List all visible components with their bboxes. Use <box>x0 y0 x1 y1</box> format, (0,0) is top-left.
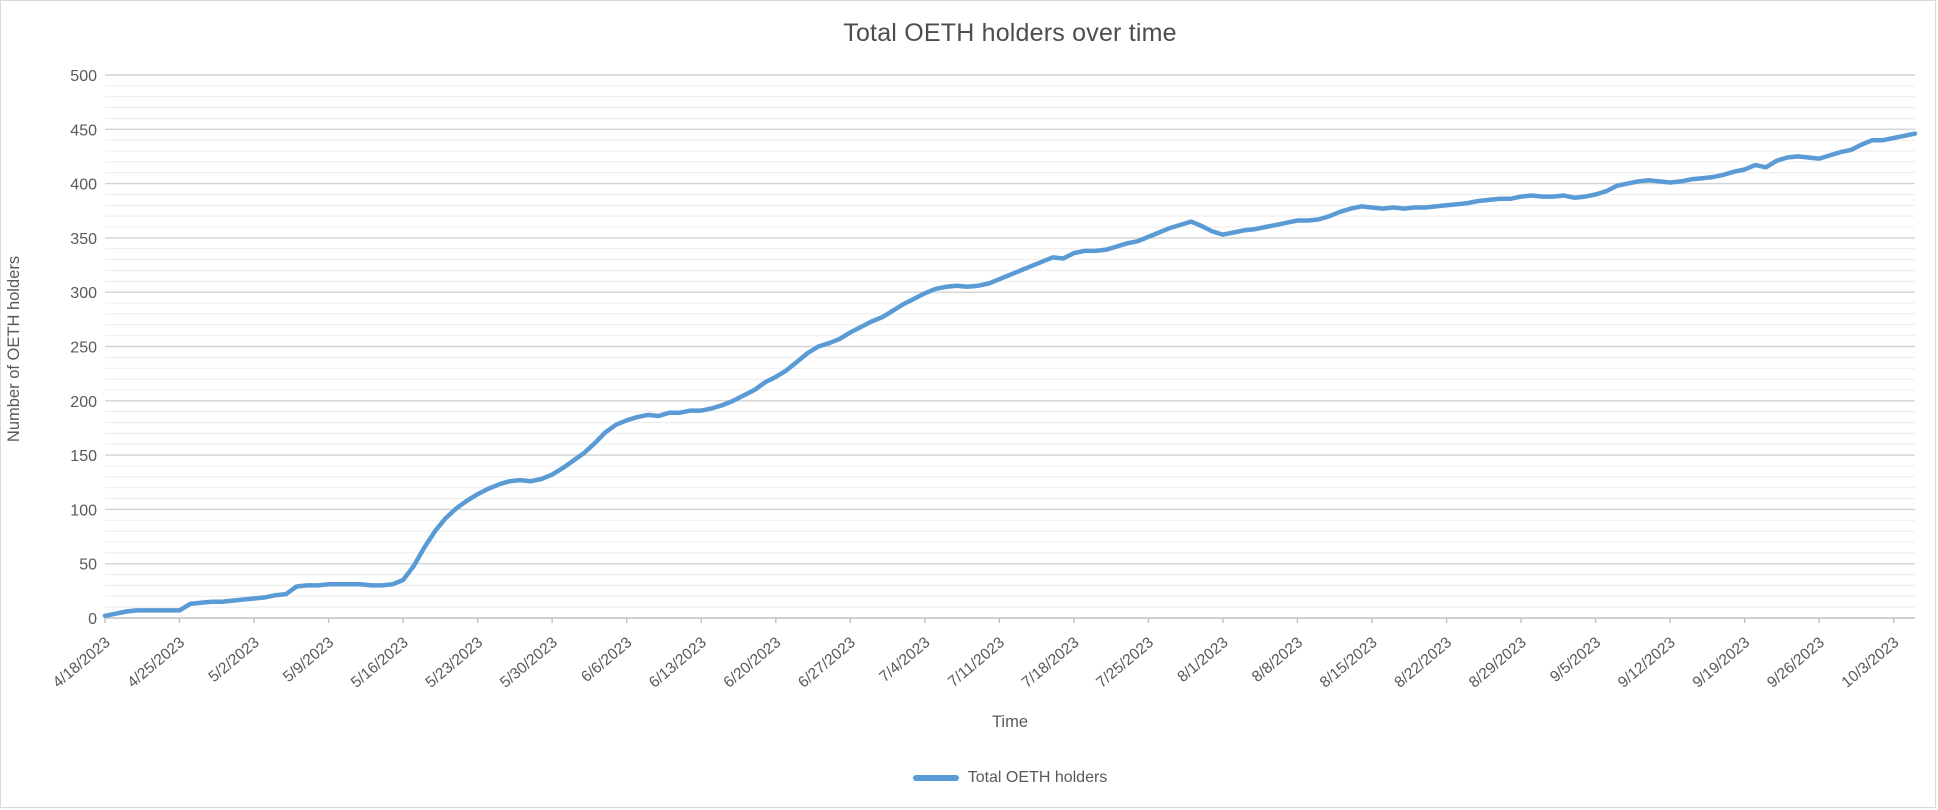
y-tick-label: 100 <box>70 502 97 519</box>
y-tick-label: 350 <box>70 231 97 248</box>
x-tick-label: 9/26/2023 <box>1764 634 1828 691</box>
x-tick-label: 8/22/2023 <box>1391 634 1455 691</box>
x-tick-label: 8/29/2023 <box>1466 634 1530 691</box>
y-tick-label: 50 <box>79 557 97 574</box>
y-tick-label: 300 <box>70 285 97 302</box>
y-tick-label: 400 <box>70 177 97 194</box>
x-tick-label: 9/5/2023 <box>1547 634 1604 686</box>
y-axis-title: Number of OETH holders <box>5 255 23 443</box>
x-tick-label: 5/16/2023 <box>348 634 412 691</box>
x-tick-label: 5/23/2023 <box>422 634 486 691</box>
x-tick-label: 7/11/2023 <box>945 634 1008 691</box>
chart-title: Total OETH holders over time <box>843 19 1177 47</box>
y-tick-label: 200 <box>70 394 97 411</box>
x-tick-label: 8/1/2023 <box>1174 634 1231 686</box>
x-tick-label: 7/25/2023 <box>1093 634 1157 691</box>
legend: Total OETH holders <box>105 769 1915 787</box>
y-tick-label: 250 <box>70 340 97 357</box>
x-tick-label: 9/19/2023 <box>1689 634 1753 691</box>
x-tick-label: 6/13/2023 <box>646 634 710 691</box>
x-tick-label: 9/12/2023 <box>1615 634 1679 691</box>
legend-label[interactable]: Total OETH holders <box>967 769 1108 786</box>
x-tick-label: 10/3/2023 <box>1839 634 1903 691</box>
x-tick-label: 6/20/2023 <box>721 634 785 691</box>
x-tick-label: 7/18/2023 <box>1019 634 1083 691</box>
line-chart: 0 50 100 150 200 250 300 350 400 450 500 4/18/2023 4… <box>50 68 1918 691</box>
x-tick-label: 5/30/2023 <box>497 634 561 691</box>
y-tick-label: 150 <box>70 448 97 465</box>
series-line-total-oeth-holders[interactable] <box>102 131 1918 619</box>
x-tick-label: 5/2/2023 <box>205 634 262 686</box>
x-tick-label: 8/8/2023 <box>1249 634 1306 686</box>
y-tick-label: 500 <box>70 68 97 85</box>
x-axis-title: Time <box>991 713 1029 731</box>
y-tick-label: 0 <box>88 611 97 628</box>
x-tick-label: 6/6/2023 <box>578 634 635 686</box>
y-tick-label: 450 <box>70 122 97 139</box>
x-tick-label: 5/9/2023 <box>280 634 337 686</box>
legend-line-marker-icon[interactable] <box>912 775 959 781</box>
x-tick-label: 6/27/2023 <box>795 634 859 691</box>
x-tick-label: 4/18/2023 <box>50 634 114 691</box>
x-tick-label: 7/4/2023 <box>876 634 933 686</box>
x-tick-label: 8/15/2023 <box>1317 634 1381 691</box>
x-tick-label: 4/25/2023 <box>124 634 188 691</box>
